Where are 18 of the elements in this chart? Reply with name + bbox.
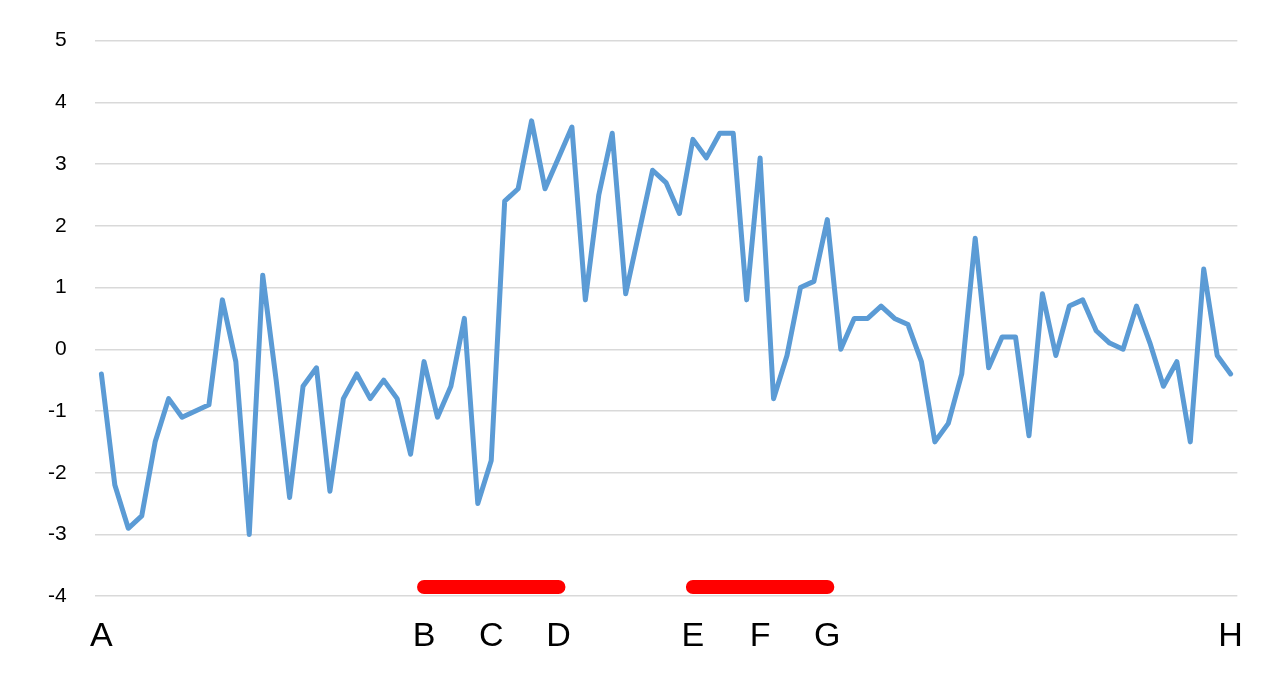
y-tick-label: 3 [54, 150, 67, 174]
y-tick-label: -3 [47, 521, 67, 545]
x-tick-label: C [478, 614, 504, 653]
y-tick-label: 1 [54, 274, 67, 298]
x-tick-label: E [681, 614, 705, 653]
y-tick-label: -1 [47, 397, 67, 421]
y-tick-label: 0 [54, 336, 67, 360]
y-tick-label: -2 [47, 459, 67, 483]
x-tick-label: G [814, 614, 841, 653]
x-tick-label: B [412, 614, 436, 653]
y-tick-label: 2 [54, 212, 67, 236]
x-tick-label: H [1218, 614, 1243, 653]
y-tick-label: -4 [47, 583, 67, 606]
x-tick-label: D [546, 614, 571, 653]
x-tick-label: A [90, 614, 114, 653]
y-tick-label: 5 [54, 27, 67, 51]
x-tick-label: F [749, 614, 771, 653]
y-tick-label: 4 [54, 89, 67, 113]
